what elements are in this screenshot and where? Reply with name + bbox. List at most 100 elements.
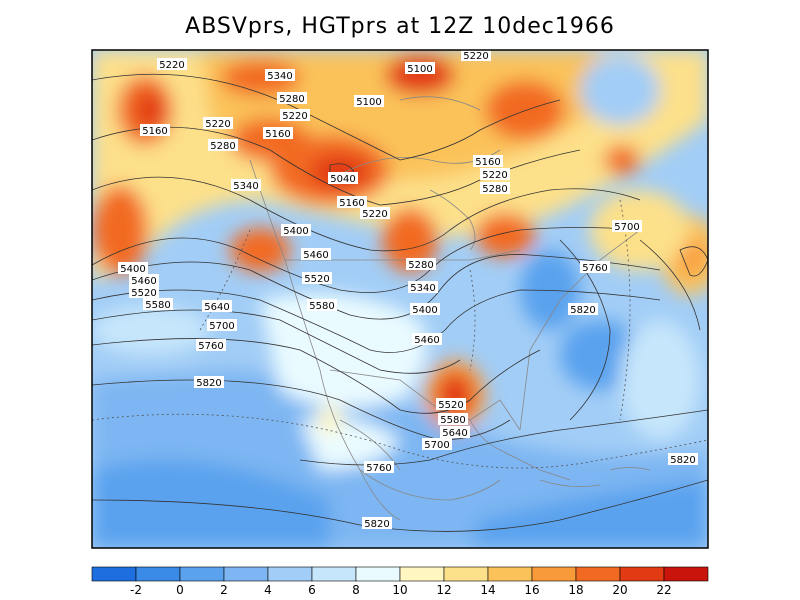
contour-label: 5160 — [263, 127, 293, 140]
colorbar-swatch — [531, 566, 577, 582]
colorbar-tick-label: 0 — [176, 583, 184, 597]
svg-text:5100: 5100 — [407, 64, 432, 75]
svg-text:5700: 5700 — [614, 222, 639, 233]
contour-label: 5280 — [208, 139, 238, 152]
colorbar-tick-label: 8 — [352, 583, 360, 597]
contour-label: 5760 — [580, 261, 610, 274]
colorbar: -2 0 2 4 6 8 10 12 14 16 18 20 22 — [91, 566, 709, 597]
colorbar-tick-label: 2 — [220, 583, 228, 597]
colorbar-tick-label: 16 — [524, 583, 539, 597]
contour-label: 5220 — [157, 58, 187, 71]
svg-text:5340: 5340 — [267, 71, 292, 82]
colorbar-tick-label: 4 — [264, 583, 272, 597]
svg-text:5640: 5640 — [204, 302, 229, 313]
colorbar-swatch — [443, 566, 489, 582]
contour-label: 5700 — [612, 220, 642, 233]
svg-text:5820: 5820 — [670, 455, 695, 466]
svg-text:5220: 5220 — [282, 111, 307, 122]
svg-text:5820: 5820 — [196, 378, 221, 389]
colorbar-swatch — [135, 566, 181, 582]
svg-text:5580: 5580 — [309, 301, 334, 312]
svg-text:5160: 5160 — [265, 129, 290, 140]
svg-text:5700: 5700 — [209, 321, 234, 332]
contour-label: 5820 — [194, 376, 224, 389]
svg-text:5520: 5520 — [438, 400, 463, 411]
colorbar-tick-label: 14 — [480, 583, 495, 597]
svg-text:5460: 5460 — [303, 250, 328, 261]
colorbar-swatch — [487, 566, 533, 582]
svg-text:5340: 5340 — [233, 181, 258, 192]
svg-text:5280: 5280 — [482, 184, 507, 195]
contour-label: 5160 — [337, 196, 367, 209]
map-title: ABSVprs, HGTprs at 12Z 10dec1966 — [185, 14, 615, 39]
contour-label: 5220 — [280, 109, 310, 122]
contour-label: 5100 — [354, 95, 384, 108]
map-frame — [91, 49, 709, 549]
svg-text:5700: 5700 — [424, 440, 449, 451]
svg-text:5400: 5400 — [412, 305, 437, 316]
contour-label: 5580 — [438, 413, 468, 426]
contour-label: 5820 — [568, 303, 598, 316]
colorbar-swatch — [91, 566, 137, 582]
colorbar-tick-label: 22 — [656, 583, 671, 597]
svg-text:5100: 5100 — [356, 97, 381, 108]
svg-text:5220: 5220 — [205, 119, 230, 130]
svg-text:5160: 5160 — [475, 157, 500, 168]
colorbar-tick-label: 10 — [392, 583, 407, 597]
contour-label: 5640 — [440, 426, 470, 439]
contour-label: 5400 — [281, 224, 311, 237]
svg-text:5400: 5400 — [120, 264, 145, 275]
contour-labels: 5220 5340 5100 5220 5280 5220 5100 5160 … — [118, 50, 698, 530]
contour-label: 5520 — [129, 286, 159, 299]
contour-label: 5100 — [405, 62, 435, 75]
contour-label: 5700 — [207, 319, 237, 332]
contour-label: 5220 — [203, 117, 233, 130]
contour-label: 5460 — [301, 248, 331, 261]
colorbar-tick-label: 12 — [436, 583, 451, 597]
contour-label: 5520 — [302, 272, 332, 285]
svg-text:5460: 5460 — [131, 276, 156, 287]
contour-label: 5280 — [480, 182, 510, 195]
contour-label: 5700 — [422, 438, 452, 451]
svg-text:5640: 5640 — [442, 428, 467, 439]
svg-text:5160: 5160 — [142, 126, 167, 137]
contour-label: 5040 — [328, 172, 358, 185]
contour-label: 5340 — [408, 281, 438, 294]
contour-label: 5280 — [277, 92, 307, 105]
colorbar-swatch — [575, 566, 621, 582]
colorbar-swatch — [179, 566, 225, 582]
contour-label: 5520 — [436, 398, 466, 411]
svg-text:5760: 5760 — [582, 263, 607, 274]
contour-label: 5400 — [410, 303, 440, 316]
svg-text:5820: 5820 — [570, 305, 595, 316]
contour-label: 5460 — [129, 274, 159, 287]
contour-label: 5340 — [231, 179, 261, 192]
coastlines — [249, 96, 651, 521]
svg-text:5460: 5460 — [414, 335, 439, 346]
contour-label: 5160 — [473, 155, 503, 168]
svg-text:5160: 5160 — [339, 198, 364, 209]
svg-text:5520: 5520 — [131, 288, 156, 299]
contour-label: 5760 — [196, 339, 226, 352]
svg-text:5280: 5280 — [210, 141, 235, 152]
colorbar-tick-label: 6 — [308, 583, 316, 597]
contour-label: 5220 — [360, 207, 390, 220]
contour-label: 5820 — [362, 517, 392, 530]
contour-label: 5640 — [202, 300, 232, 313]
contour-label: 5280 — [406, 258, 436, 271]
svg-text:5580: 5580 — [440, 415, 465, 426]
contour-label: 5400 — [118, 262, 148, 275]
svg-text:5820: 5820 — [364, 519, 389, 530]
contour-label: 5220 — [480, 168, 510, 181]
svg-text:5280: 5280 — [408, 260, 433, 271]
colorbar-swatch — [399, 566, 445, 582]
svg-text:5400: 5400 — [283, 226, 308, 237]
svg-text:5280: 5280 — [279, 94, 304, 105]
colorbar-swatch — [663, 566, 709, 582]
svg-text:5760: 5760 — [198, 341, 223, 352]
height-contours — [92, 73, 708, 532]
svg-text:5220: 5220 — [463, 51, 488, 62]
svg-text:5760: 5760 — [366, 463, 391, 474]
svg-text:5220: 5220 — [362, 209, 387, 220]
